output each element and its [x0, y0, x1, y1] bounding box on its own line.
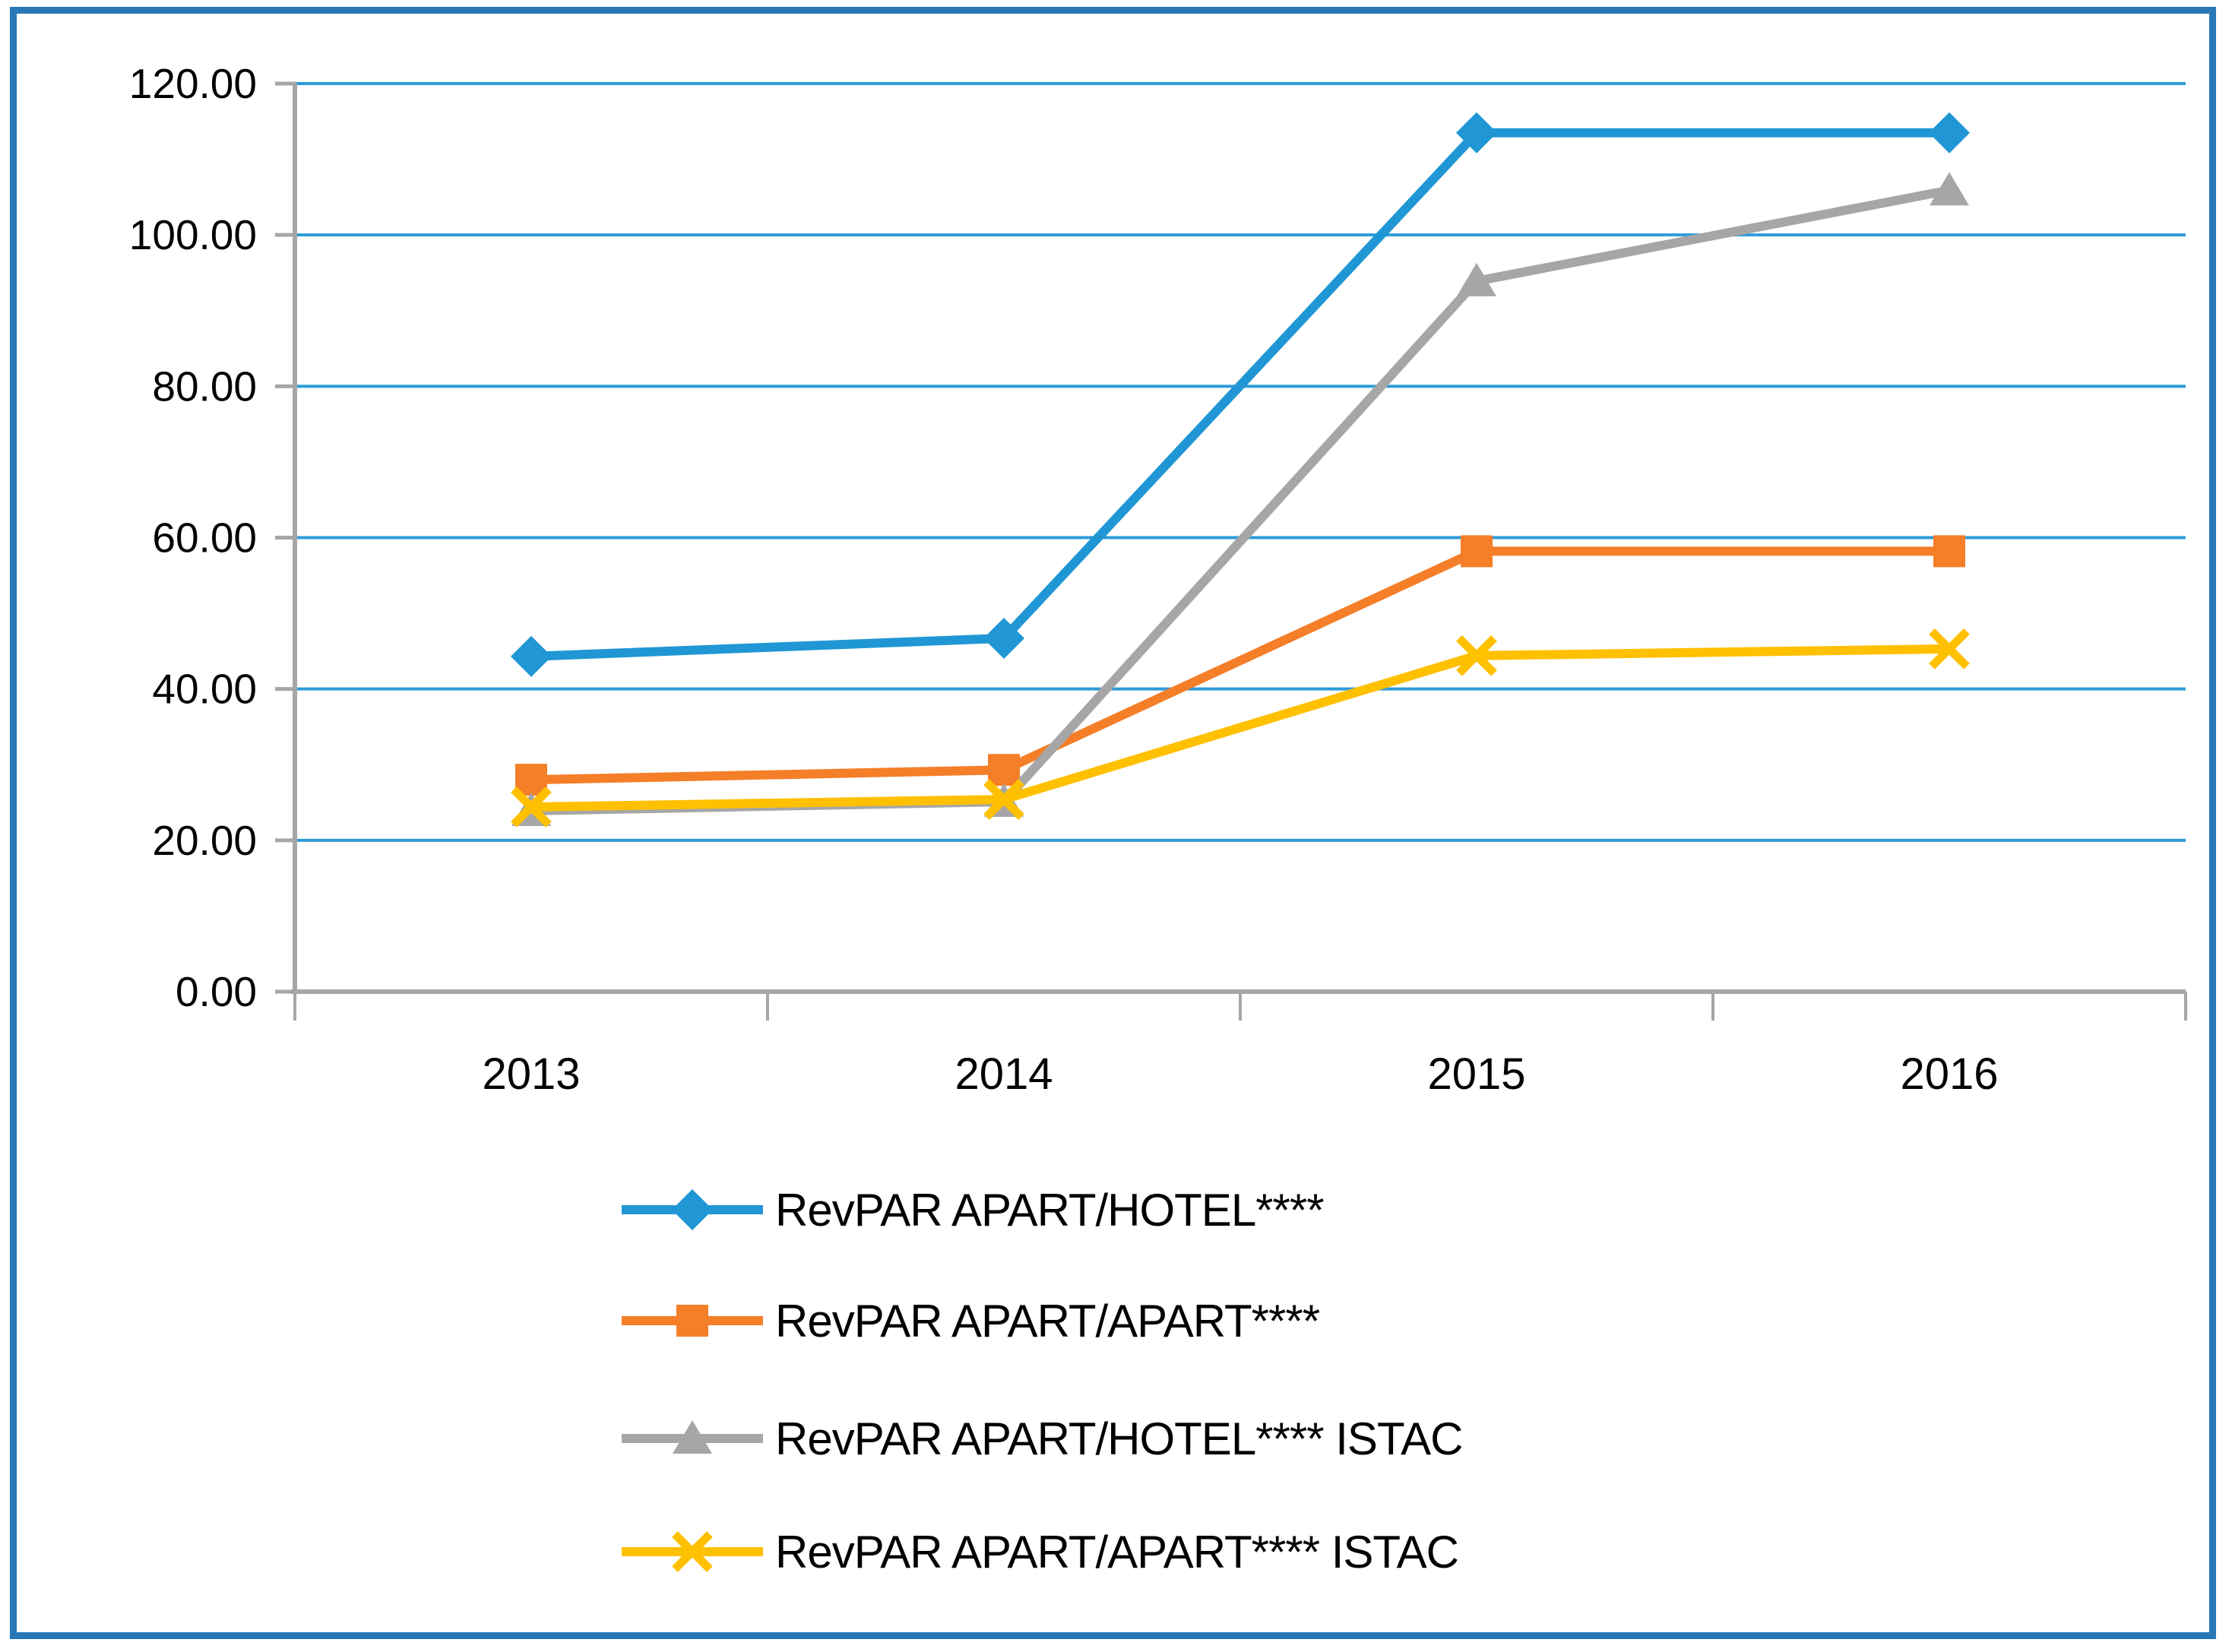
y-axis-label: 100.00 [129, 211, 257, 258]
diamond-marker-icon [511, 635, 552, 677]
square-marker-icon [1933, 535, 1965, 568]
x-marker-icon [511, 786, 552, 828]
series-diamond [511, 112, 1970, 677]
triangle-marker-icon [1930, 172, 1969, 206]
x-axis-label: 2016 [1900, 1049, 1998, 1099]
y-axis-label: 20.00 [152, 817, 257, 864]
triangle-marker-icon [1457, 262, 1496, 296]
y-axis-label: 120.00 [129, 60, 257, 107]
x-axis-label: 2015 [1427, 1049, 1525, 1099]
chart-border [10, 7, 2216, 1639]
y-axis-label: 40.00 [152, 666, 257, 713]
series-line [530, 644, 1950, 812]
square-marker-icon [1461, 535, 1493, 568]
x-marker-icon [983, 779, 1024, 820]
series-x [511, 628, 1970, 828]
series-line [530, 546, 1949, 785]
series-square [515, 535, 1965, 796]
series-line [530, 128, 1949, 661]
x-marker-icon [1929, 628, 1970, 669]
x-marker-icon [1456, 635, 1497, 676]
diamond-marker-icon [1456, 112, 1497, 153]
square-marker-icon [515, 764, 547, 796]
square-marker-icon [988, 754, 1020, 786]
x-axis-label: 2013 [482, 1049, 580, 1099]
diamond-marker-icon [1929, 112, 1970, 153]
x-axis-label: 2014 [955, 1049, 1053, 1099]
series-line [530, 185, 1951, 815]
y-axis-label: 60.00 [152, 514, 257, 562]
y-axis-label: 80.00 [152, 362, 257, 410]
y-axis-label: 0.00 [176, 968, 257, 1015]
diamond-marker-icon [983, 617, 1024, 659]
